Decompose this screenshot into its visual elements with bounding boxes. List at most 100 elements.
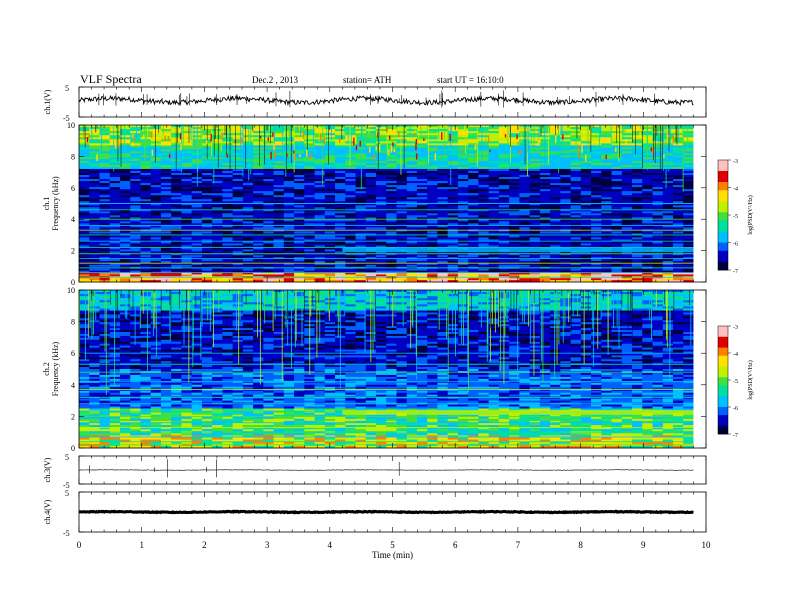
spectrogram-cell bbox=[335, 221, 346, 224]
spectrogram-cell bbox=[212, 185, 223, 188]
spectrogram-cell bbox=[314, 127, 326, 130]
spectrogram-cell bbox=[79, 221, 90, 224]
spectrogram-cell bbox=[150, 153, 162, 156]
spectrogram-cell bbox=[601, 179, 613, 182]
spectrogram-cell bbox=[294, 139, 305, 142]
spectrogram-cell bbox=[242, 133, 254, 136]
spectrogram-cell bbox=[396, 163, 408, 166]
spectrogram-cell bbox=[253, 221, 264, 224]
spectrogram-cell bbox=[130, 139, 141, 142]
spectrogram-cell bbox=[632, 193, 643, 196]
spectrogram-cell bbox=[160, 215, 172, 218]
spectrogram-cell bbox=[181, 179, 193, 182]
spectrogram-cell bbox=[580, 191, 592, 194]
spectrogram-cell bbox=[355, 153, 367, 156]
spectrogram-cell bbox=[375, 183, 387, 186]
spectrogram-cell bbox=[365, 179, 377, 182]
spectrogram-cell bbox=[550, 195, 561, 198]
spectrogram-cell bbox=[642, 203, 653, 206]
spectrogram-cell bbox=[263, 129, 275, 132]
spectrogram-cell bbox=[560, 227, 572, 230]
station-label: station= ATH bbox=[343, 75, 392, 85]
spectrogram-cell bbox=[683, 161, 694, 164]
spectrogram-cell bbox=[201, 167, 213, 170]
spectrogram-cell bbox=[498, 153, 510, 156]
spectrogram-cell bbox=[119, 145, 131, 148]
spectrogram-cell bbox=[570, 159, 582, 162]
spectrogram-cell bbox=[222, 199, 234, 202]
spectrogram-cell bbox=[119, 157, 131, 160]
spectrogram-cell bbox=[427, 137, 438, 140]
spectrogram-cell bbox=[386, 173, 397, 176]
spectrogram-cell bbox=[406, 159, 418, 162]
spectrogram-cell bbox=[498, 125, 510, 128]
spectrogram-cell bbox=[335, 170, 346, 174]
spectrogram-cell bbox=[232, 205, 244, 208]
spectrogram-cell bbox=[386, 139, 397, 142]
spectrogram-cell bbox=[375, 201, 387, 204]
spectrogram-cell bbox=[130, 227, 141, 230]
spectrogram-cell bbox=[130, 168, 141, 172]
spectrogram-cell bbox=[181, 165, 193, 168]
spectrogram-cell bbox=[406, 151, 418, 154]
spectrogram-cell bbox=[89, 219, 100, 222]
spectrogram-cell bbox=[406, 157, 418, 160]
spectrogram-cell bbox=[365, 168, 377, 172]
spectrogram-cell bbox=[222, 197, 234, 200]
spectrogram-cell bbox=[642, 183, 653, 186]
spectrogram-cell bbox=[99, 161, 111, 164]
spectrogram-cell bbox=[89, 147, 100, 150]
spectrogram-cell bbox=[591, 170, 602, 174]
spectrogram-cell bbox=[447, 223, 459, 226]
spectrogram-cell bbox=[355, 170, 367, 174]
spectrogram-cell bbox=[672, 143, 684, 146]
spectrogram-cell bbox=[468, 145, 479, 148]
spectrogram-cell bbox=[468, 131, 479, 134]
spectrogram-cell bbox=[468, 221, 479, 224]
spectrogram-cell bbox=[529, 195, 541, 198]
spectrogram-cell bbox=[498, 217, 510, 220]
spectrogram-cell bbox=[99, 163, 111, 166]
spectrogram-cell bbox=[365, 199, 377, 202]
spectrogram-cell bbox=[171, 189, 182, 192]
spectrogram-cell bbox=[160, 235, 172, 238]
spectrogram-cell bbox=[273, 159, 285, 162]
spectrogram-cell bbox=[488, 143, 500, 146]
spectrogram-cell bbox=[427, 163, 438, 166]
spectrogram-cell bbox=[632, 205, 643, 208]
spectrogram-cell bbox=[283, 225, 295, 228]
spectrogram-cell bbox=[140, 213, 152, 216]
spectrogram-cell bbox=[457, 167, 469, 170]
spectrogram-cell bbox=[324, 221, 336, 224]
spectrogram-cell bbox=[427, 133, 438, 136]
spectrogram-cell bbox=[478, 151, 490, 154]
spectrogram-cell bbox=[468, 231, 479, 234]
spectrogram-cell bbox=[672, 211, 684, 214]
spectrogram-cell bbox=[294, 175, 305, 178]
spectrogram-cell bbox=[212, 151, 223, 154]
spectrogram-cell bbox=[99, 145, 111, 148]
spectrogram-cell bbox=[335, 141, 346, 144]
spectrogram-cell bbox=[632, 147, 643, 150]
spectrogram-cell bbox=[478, 197, 490, 200]
spectrogram-cell bbox=[273, 207, 285, 210]
spectrogram-cell bbox=[468, 181, 479, 184]
spectrogram-cell bbox=[447, 179, 459, 182]
spectrogram-cell bbox=[488, 149, 500, 152]
spectrogram-cell bbox=[201, 219, 213, 222]
spectrogram-cell bbox=[222, 151, 234, 154]
spectrogram-cell bbox=[314, 185, 326, 188]
spectrogram-cell bbox=[478, 231, 490, 234]
spectrogram-cell bbox=[560, 165, 572, 168]
spectrogram-cell bbox=[273, 213, 285, 216]
spectrogram-cell bbox=[191, 217, 203, 220]
spectrogram-cell bbox=[191, 201, 203, 204]
spectrogram-cell bbox=[621, 231, 633, 234]
spectrogram-cell bbox=[324, 187, 336, 190]
spectrogram-cell bbox=[519, 217, 531, 220]
spectrogram-cell bbox=[478, 145, 490, 148]
spectrogram-cell bbox=[335, 153, 346, 156]
spectrogram-cell bbox=[160, 155, 172, 158]
spectrogram-cell bbox=[109, 221, 121, 224]
spectrogram-cell bbox=[355, 155, 367, 158]
